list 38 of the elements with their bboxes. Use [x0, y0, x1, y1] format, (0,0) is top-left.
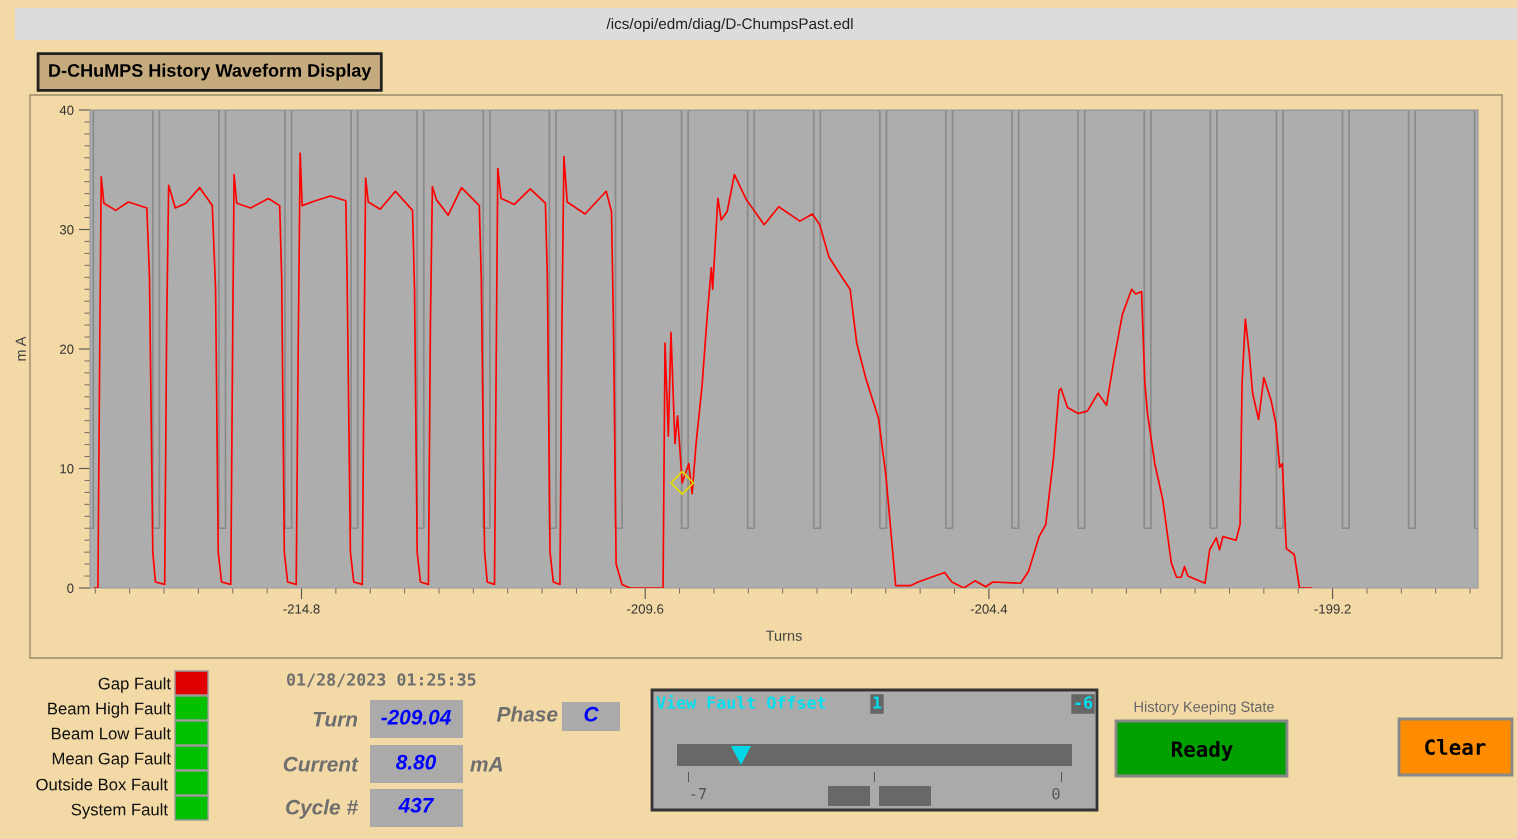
y-tick-label: 20: [60, 344, 74, 354]
text: View Fault Offset: [656, 695, 826, 709]
text: History Keeping State: [1134, 701, 1274, 715]
y-tick-label: 40: [59, 105, 74, 115]
text: Ready: [1172, 740, 1233, 762]
text: 01/28/2023 01:25:35: [287, 673, 476, 688]
x-tick-label: -199.2: [1314, 604, 1351, 614]
text: -209.04: [381, 709, 451, 725]
y-tick-label: 0: [67, 583, 74, 593]
text: Mean Gap Fault: [52, 752, 171, 768]
x-axis-title: Turns: [765, 630, 802, 641]
text: Turn: [313, 712, 358, 727]
text: Current: [283, 756, 359, 772]
text: -7: [691, 788, 707, 800]
text: mA: [470, 757, 503, 772]
text: -6: [1075, 696, 1093, 709]
text: Beam High Fault: [48, 702, 171, 718]
text: /ics/opi/edm/diag/D-ChumpsPast.edl: [606, 17, 853, 33]
text: Phase: [496, 706, 558, 722]
text: System Fault: [71, 803, 168, 819]
text: Cycle #: [286, 799, 358, 819]
line-series: [93, 152, 1313, 588]
text: C: [584, 706, 599, 722]
x-tick-label: -214.8: [283, 604, 320, 614]
text: Gap Fault: [98, 677, 171, 693]
text: 437: [398, 797, 435, 813]
text: Clear: [1425, 738, 1486, 756]
x-tick-label: -204.4: [970, 604, 1008, 614]
y-axis-title: m A: [15, 336, 26, 361]
text: 1: [873, 696, 882, 709]
text: Beam Low Fault: [51, 727, 171, 740]
text: Outside Box Fault: [36, 778, 168, 791]
y-tick-label: 30: [59, 225, 74, 235]
text: 8.80: [396, 754, 437, 770]
x-tick-label: -209.6: [627, 604, 664, 614]
chart-title: D-CHuMPS History Waveform Display: [49, 63, 372, 81]
text: 0: [1052, 787, 1060, 800]
y-tick-label: 10: [60, 464, 74, 474]
